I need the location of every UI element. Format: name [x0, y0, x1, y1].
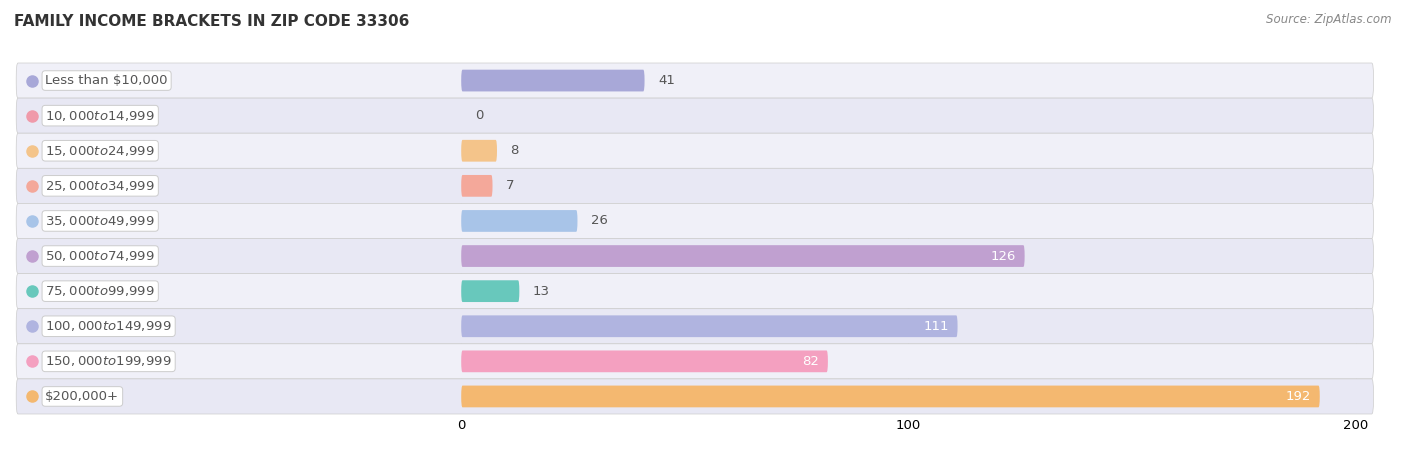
FancyBboxPatch shape [461, 315, 957, 337]
FancyBboxPatch shape [17, 274, 1374, 309]
FancyBboxPatch shape [17, 63, 1374, 98]
Text: $75,000 to $99,999: $75,000 to $99,999 [45, 284, 155, 298]
FancyBboxPatch shape [461, 70, 644, 91]
Text: 126: 126 [990, 250, 1015, 262]
Text: Source: ZipAtlas.com: Source: ZipAtlas.com [1267, 14, 1392, 27]
Text: 26: 26 [591, 215, 607, 227]
Text: $35,000 to $49,999: $35,000 to $49,999 [45, 214, 155, 228]
FancyBboxPatch shape [17, 344, 1374, 379]
Text: 82: 82 [801, 355, 818, 368]
Text: 0: 0 [475, 109, 484, 122]
FancyBboxPatch shape [461, 175, 492, 197]
FancyBboxPatch shape [17, 379, 1374, 414]
Text: 8: 8 [510, 144, 519, 157]
FancyBboxPatch shape [17, 203, 1374, 238]
FancyBboxPatch shape [461, 245, 1025, 267]
Text: $50,000 to $74,999: $50,000 to $74,999 [45, 249, 155, 263]
Text: $150,000 to $199,999: $150,000 to $199,999 [45, 354, 172, 369]
Text: $15,000 to $24,999: $15,000 to $24,999 [45, 144, 155, 158]
FancyBboxPatch shape [17, 133, 1374, 168]
FancyBboxPatch shape [461, 140, 496, 162]
FancyBboxPatch shape [461, 351, 828, 372]
FancyBboxPatch shape [461, 210, 578, 232]
Text: 7: 7 [506, 180, 515, 192]
FancyBboxPatch shape [17, 98, 1374, 133]
FancyBboxPatch shape [17, 238, 1374, 274]
Text: FAMILY INCOME BRACKETS IN ZIP CODE 33306: FAMILY INCOME BRACKETS IN ZIP CODE 33306 [14, 14, 409, 28]
FancyBboxPatch shape [461, 280, 519, 302]
Text: 192: 192 [1285, 390, 1310, 403]
Text: $25,000 to $34,999: $25,000 to $34,999 [45, 179, 155, 193]
Text: $10,000 to $14,999: $10,000 to $14,999 [45, 108, 155, 123]
Text: 41: 41 [658, 74, 675, 87]
FancyBboxPatch shape [17, 168, 1374, 203]
Text: Less than $10,000: Less than $10,000 [45, 74, 167, 87]
Text: 111: 111 [924, 320, 949, 333]
Text: $200,000+: $200,000+ [45, 390, 120, 403]
Text: $100,000 to $149,999: $100,000 to $149,999 [45, 319, 172, 333]
FancyBboxPatch shape [17, 309, 1374, 344]
FancyBboxPatch shape [461, 386, 1320, 407]
Text: 13: 13 [533, 285, 550, 297]
